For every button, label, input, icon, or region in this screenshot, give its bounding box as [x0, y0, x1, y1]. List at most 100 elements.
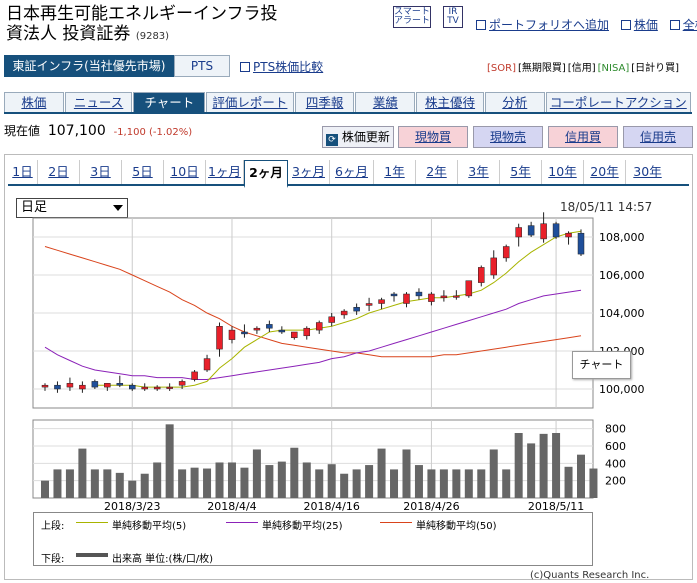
genbutsu-buy-button[interactable]: 現物買	[398, 126, 468, 148]
badge-mukigen: [無期限買]	[517, 63, 566, 74]
price-tick-label: 106,000	[599, 269, 645, 282]
chart-legend: 上段: 単純移動平均(5) 単純移動平均(25) 単純移動平均(50) 下段: …	[33, 512, 593, 566]
candle-body	[216, 326, 223, 350]
period-5y[interactable]: 5年	[500, 160, 542, 184]
volume-bar	[252, 449, 261, 498]
period-10d[interactable]: 10日	[164, 160, 206, 184]
shinyo-buy-button[interactable]: 信用買	[548, 126, 618, 148]
candle-body	[478, 267, 485, 283]
stock-name-line2: 資法人 投資証券	[6, 24, 131, 44]
volume-bar	[227, 462, 236, 498]
tab-kabuka[interactable]: 株価	[4, 92, 64, 112]
period-3m[interactable]: 3ヶ月	[288, 160, 330, 184]
volume-bar	[439, 469, 448, 498]
chevron-down-icon	[113, 205, 123, 211]
tab-news[interactable]: ニュース	[64, 92, 133, 112]
tab-gyoseki[interactable]: 業績	[355, 92, 416, 112]
volume-bar	[552, 433, 561, 498]
period-3d[interactable]: 3日	[80, 160, 122, 184]
legend-ma50-line	[380, 522, 412, 523]
volume-bar	[90, 469, 99, 498]
chart-tooltip: チャート	[572, 351, 631, 379]
candle-body	[203, 358, 211, 371]
kabuka-link[interactable]: 株価	[633, 18, 658, 32]
candle-body	[278, 329, 286, 333]
candle-body	[527, 225, 535, 236]
x-tick-label: 2018/3/23	[104, 500, 160, 513]
candle-body	[403, 293, 410, 304]
period-5d[interactable]: 5日	[122, 160, 164, 184]
candle-body	[129, 384, 136, 390]
tab-report[interactable]: 評価レポート	[206, 92, 294, 112]
refresh-button[interactable]: ⟳ 株価更新	[322, 126, 394, 148]
period-3y[interactable]: 3年	[458, 160, 500, 184]
candle-body	[415, 291, 423, 297]
period-6m[interactable]: 6ヶ月	[330, 160, 374, 184]
volume-bar	[377, 448, 386, 498]
smart-alert-label2: アラート	[394, 16, 431, 26]
volume-bar	[589, 468, 598, 498]
shinyo-sell-button[interactable]: 信用売	[623, 126, 693, 148]
badge-shinyo: [信用]	[567, 63, 596, 74]
price-tick-label: 100,000	[599, 383, 645, 396]
candle-body	[253, 327, 261, 331]
period-1y[interactable]: 1年	[374, 160, 416, 184]
candle-body	[191, 371, 198, 380]
smart-alert-button[interactable]: スマート アラート	[393, 6, 431, 28]
period-1d[interactable]: 1日	[8, 160, 38, 184]
genbutsu-sell-button[interactable]: 現物売	[473, 126, 543, 148]
candle-body	[428, 293, 435, 302]
volume-bar	[340, 473, 349, 498]
candle-body	[104, 383, 111, 388]
price-label: 現在値	[4, 124, 41, 138]
x-tick-label: 2018/5/11	[528, 500, 584, 513]
candle-body	[291, 331, 298, 338]
volume-tick-label: 600	[605, 440, 626, 453]
tab-bunseki[interactable]: 分析	[484, 92, 545, 112]
period-2m[interactable]: 2ヶ月	[244, 160, 288, 188]
volume-bar	[477, 469, 486, 498]
candle-body	[153, 386, 161, 390]
refresh-icon: ⟳	[326, 134, 339, 146]
legend-ma25: 単純移動平均(25)	[262, 521, 343, 532]
candle-body	[41, 384, 49, 388]
period-1m[interactable]: 1ヶ月	[206, 160, 244, 184]
candle-body	[502, 246, 510, 259]
tab-shikiho[interactable]: 四季報	[294, 92, 355, 112]
period-2y[interactable]: 2年	[416, 160, 458, 184]
period-2d[interactable]: 2日	[38, 160, 80, 184]
market-tab-pts[interactable]: PTS	[174, 55, 230, 77]
ir-tv-button[interactable]: IR TV	[443, 6, 463, 28]
candle-body	[552, 223, 560, 238]
volume-bar	[190, 467, 199, 498]
volume-bar	[352, 469, 361, 498]
volume-plot-frame	[32, 419, 594, 499]
volume-bar	[564, 466, 573, 498]
volume-bar	[140, 473, 149, 498]
candle-body	[365, 303, 373, 306]
period-30y[interactable]: 30年	[633, 164, 662, 179]
period-10y[interactable]: 10年	[542, 160, 584, 184]
candle-body	[166, 386, 173, 389]
volume-bar	[302, 462, 311, 498]
tab-corporate-action[interactable]: コーポレートアクション	[545, 92, 691, 112]
portfolio-link[interactable]: ポートフォリオへ追加	[489, 18, 610, 32]
copyright: (c)Quants Research Inc.	[530, 570, 650, 581]
volume-bar	[414, 465, 423, 498]
period-20y[interactable]: 20年	[584, 160, 626, 184]
tab-chart[interactable]: チャート	[133, 92, 206, 112]
zenpan-link[interactable]: 全板	[682, 18, 697, 32]
pts-compare-link[interactable]: PTS株価比較	[253, 60, 324, 74]
tab-yutai[interactable]: 株主優待	[416, 92, 484, 112]
volume-bar	[527, 443, 536, 498]
market-tab-tse[interactable]: 東証インフラ(当社優先市場)	[4, 55, 174, 77]
candle-body	[54, 384, 61, 390]
volume-bar	[452, 469, 461, 498]
volume-bar	[203, 468, 212, 498]
price-change: -1,100 (-1.02%)	[113, 127, 193, 138]
stock-title: 日本再生可能エネルギーインフラ投 資法人 投資証券 (9283)	[6, 4, 306, 47]
portfolio-icon	[476, 20, 486, 30]
candle-body	[91, 381, 99, 388]
candle-body	[228, 329, 236, 340]
candle-body	[490, 257, 497, 276]
